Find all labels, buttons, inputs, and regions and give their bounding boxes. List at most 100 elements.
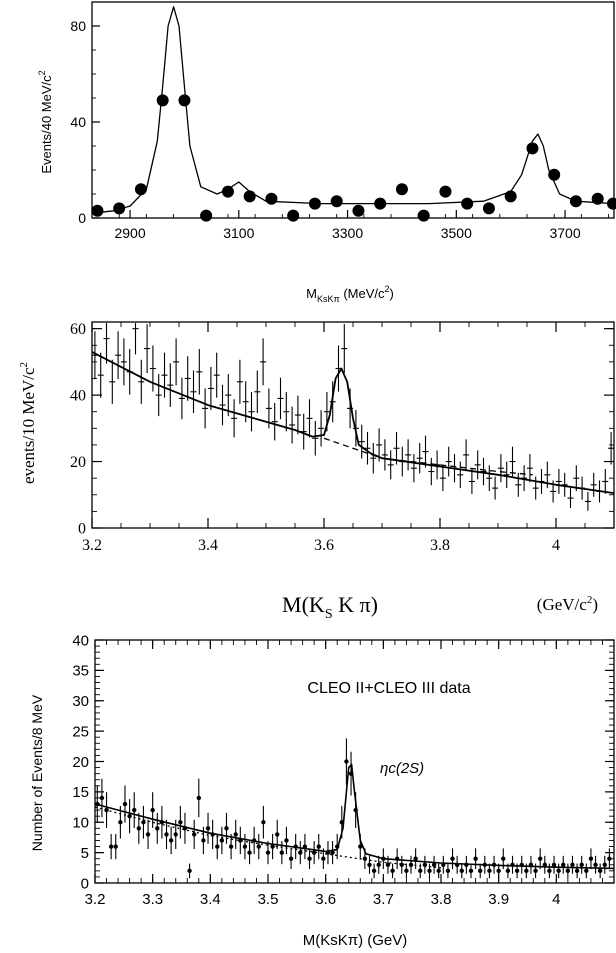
data-point bbox=[298, 850, 303, 855]
data-point bbox=[136, 826, 142, 831]
data-point bbox=[127, 813, 132, 819]
y-tick-label: 30 bbox=[72, 693, 89, 710]
data-point bbox=[399, 862, 404, 867]
data-point bbox=[514, 868, 520, 874]
data-point bbox=[145, 832, 151, 837]
data-point bbox=[570, 862, 575, 867]
data-point bbox=[265, 192, 278, 205]
data-point bbox=[122, 801, 128, 807]
x-tick-label: 3100 bbox=[223, 225, 254, 241]
y-tick-label: 0 bbox=[78, 521, 86, 538]
data-point bbox=[439, 185, 452, 198]
data-point bbox=[284, 838, 289, 843]
x-tick-label: 3700 bbox=[549, 225, 580, 241]
fit-curve bbox=[94, 763, 615, 870]
plot-frame bbox=[91, 1, 615, 219]
y-tick-label: 80 bbox=[70, 18, 86, 34]
chart-panel-1: Events/40 MeV/c2 MKsKπ (MeV/c2) 04080290… bbox=[37, 1, 616, 304]
p1-ylabel-sup: 2 bbox=[37, 70, 47, 75]
data-point bbox=[307, 856, 312, 861]
data-point bbox=[173, 832, 178, 837]
data-point bbox=[482, 862, 488, 867]
data-point bbox=[270, 844, 275, 849]
data-point bbox=[353, 807, 358, 813]
fit-curve bbox=[91, 6, 615, 214]
y-tick-label: 40 bbox=[72, 632, 89, 649]
data-point bbox=[422, 862, 428, 867]
data-point bbox=[459, 868, 464, 874]
data-point bbox=[504, 190, 517, 203]
data-point bbox=[141, 820, 146, 825]
data-point bbox=[339, 820, 345, 825]
data-point bbox=[256, 844, 261, 849]
data-point bbox=[501, 856, 506, 861]
p2-xlabel-main: M(K bbox=[282, 592, 325, 617]
x-tick-label: 3.4 bbox=[198, 537, 218, 554]
data-point bbox=[159, 820, 165, 825]
data-point bbox=[461, 197, 474, 210]
p3-annotation: CLEO II+CLEO III data bbox=[307, 680, 470, 697]
data-point bbox=[164, 832, 169, 837]
data-point bbox=[547, 868, 552, 874]
data-point bbox=[219, 838, 225, 843]
data-point bbox=[352, 204, 365, 217]
data-point bbox=[496, 868, 501, 874]
data-point bbox=[374, 197, 387, 210]
p1-xlabel-unit-close: ) bbox=[390, 286, 394, 301]
data-point bbox=[537, 856, 543, 861]
data-point bbox=[404, 868, 409, 874]
y-tick-label: 10 bbox=[72, 815, 89, 832]
data-point bbox=[556, 868, 561, 874]
svg-text:(GeV/c2): (GeV/c2) bbox=[537, 594, 598, 614]
data-point bbox=[261, 820, 266, 825]
svg-text:M(KS K π): M(KS K π) bbox=[282, 592, 378, 622]
data-point bbox=[602, 862, 607, 867]
data-point bbox=[134, 183, 147, 196]
data-point bbox=[330, 195, 343, 208]
x-tick-label: 4 bbox=[552, 537, 560, 554]
data-point bbox=[288, 856, 294, 861]
data-point bbox=[548, 168, 561, 181]
data-point bbox=[464, 862, 469, 867]
data-point bbox=[431, 862, 437, 867]
data-point bbox=[574, 868, 580, 874]
x-tick-label: 3.9 bbox=[488, 891, 509, 908]
data-point bbox=[565, 868, 571, 874]
data-point bbox=[287, 209, 300, 222]
y-tick-label: 40 bbox=[70, 114, 86, 130]
data-point bbox=[478, 868, 483, 874]
data-point bbox=[228, 844, 234, 849]
data-point bbox=[168, 838, 174, 843]
x-tick-label: 4 bbox=[552, 891, 560, 908]
data-point bbox=[308, 197, 321, 210]
data-point bbox=[450, 856, 455, 861]
x-tick-label: 3.5 bbox=[258, 891, 279, 908]
y-tick-label: 20 bbox=[70, 454, 86, 471]
p2-xlabel: M(KS K π) (GeV/c2) bbox=[282, 592, 598, 622]
data-point bbox=[417, 209, 430, 222]
data-point bbox=[233, 832, 238, 837]
data-point bbox=[510, 862, 515, 867]
p2-ylabel: events/10 MeV/c2 bbox=[18, 362, 38, 484]
x-tick-label: 3.8 bbox=[430, 537, 450, 554]
x-tick-label: 3.4 bbox=[200, 891, 221, 908]
p2-ylabel-sup: 2 bbox=[18, 362, 30, 368]
p2-xlabel-sub: S bbox=[325, 607, 333, 622]
data-point bbox=[385, 862, 391, 867]
data-point bbox=[533, 868, 538, 874]
data-point bbox=[344, 759, 349, 764]
data-point bbox=[178, 94, 191, 107]
p2-xlabel-unit: (GeV/c bbox=[537, 595, 587, 614]
data-point bbox=[597, 868, 603, 874]
data-point bbox=[584, 868, 589, 874]
x-tick-label: 2900 bbox=[114, 225, 145, 241]
data-point bbox=[191, 832, 197, 837]
data-point bbox=[316, 844, 321, 849]
x-tick-label: 3.6 bbox=[315, 891, 336, 908]
data-point bbox=[491, 862, 497, 867]
data-point bbox=[155, 826, 160, 831]
data-point bbox=[588, 856, 594, 861]
data-point bbox=[362, 856, 368, 861]
data-point bbox=[579, 862, 584, 867]
data-point bbox=[436, 868, 441, 874]
